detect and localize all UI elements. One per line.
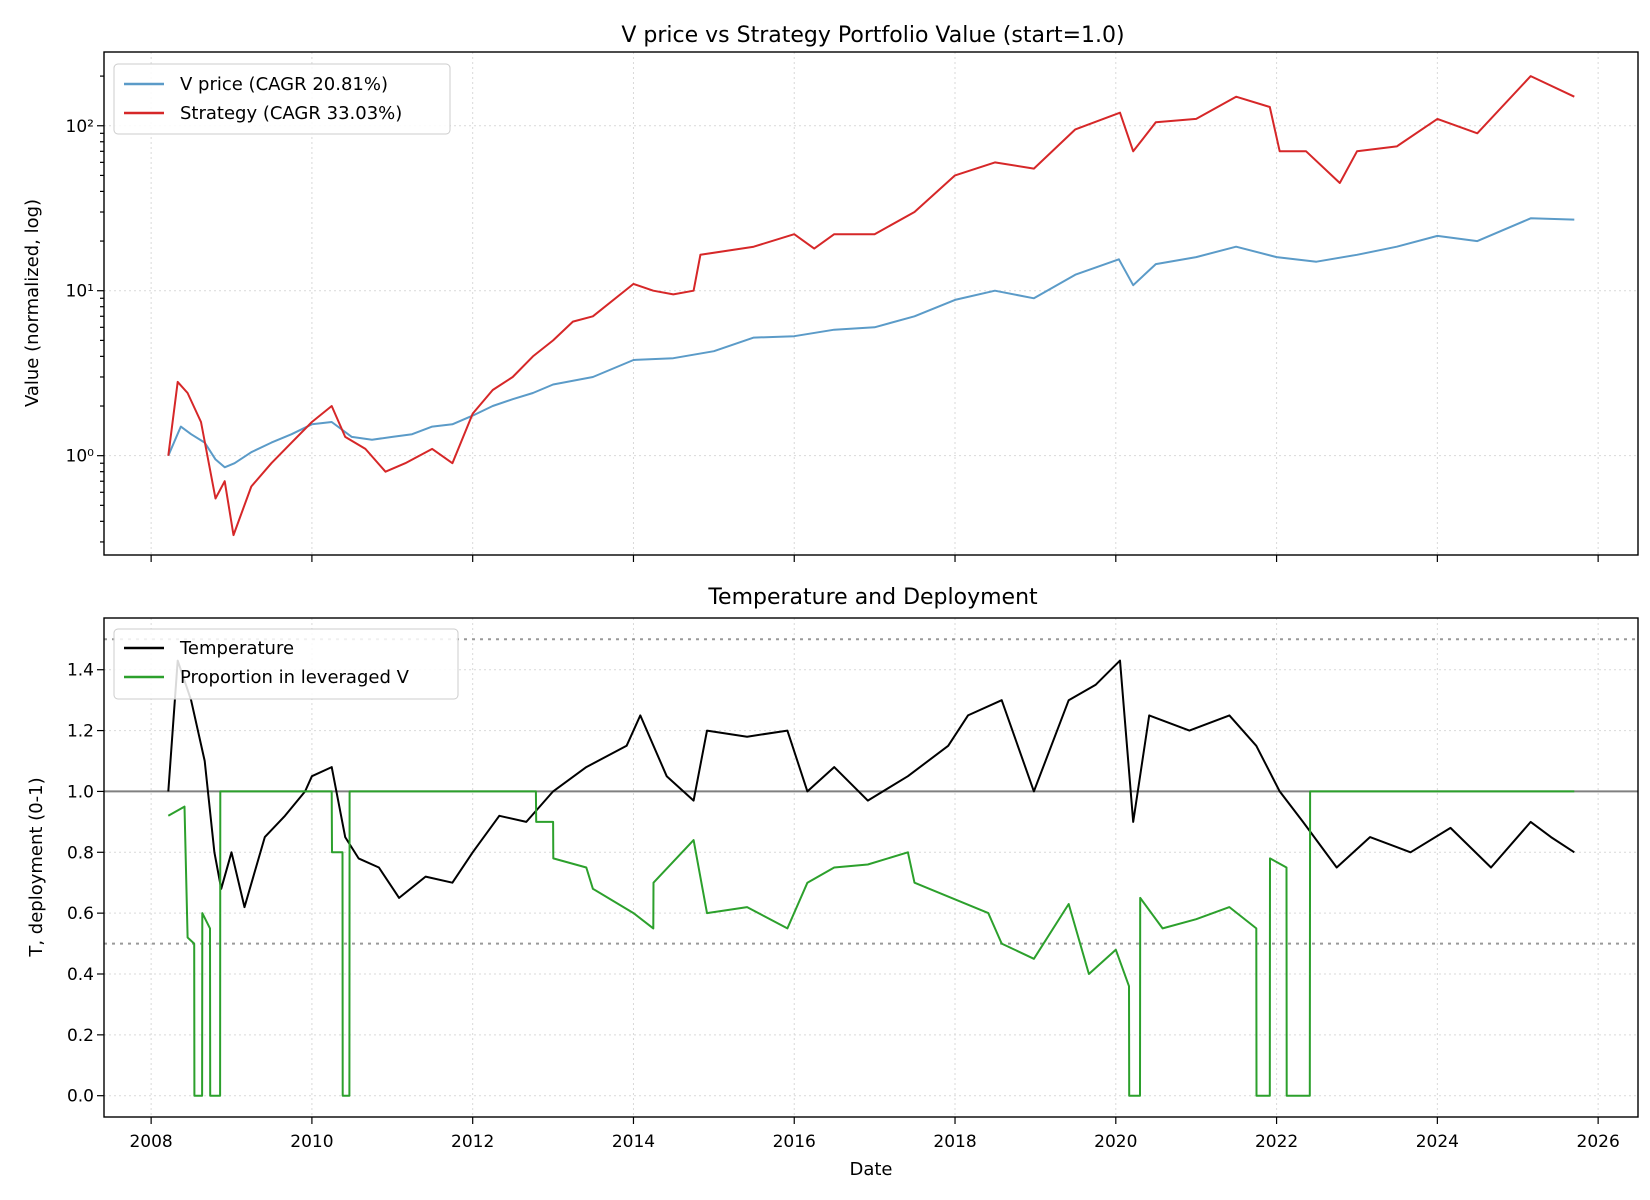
legend-label: V price (CAGR 20.81%) <box>180 74 388 95</box>
top-legend-box <box>113 63 451 135</box>
bottom-legend-box <box>113 628 459 700</box>
top-plot-frame <box>103 51 1639 556</box>
bottom-legend: Temperature Proportion in leveraged V <box>113 628 459 700</box>
top-grid <box>104 52 1638 555</box>
bottom-y-tick-label: 0.0 <box>67 1087 94 1107</box>
bottom-series-group <box>167 659 1575 1097</box>
bottom-x-tick-label: 2014 <box>612 1132 655 1152</box>
strategy-line <box>167 75 1575 537</box>
bottom-x-tick-label: 2008 <box>129 1132 172 1152</box>
legend-label: Temperature <box>179 638 294 659</box>
top-y-tick-label: 10⁰ <box>66 447 95 467</box>
top-y-tick-label: 10¹ <box>66 282 94 302</box>
bottom-x-tick-label: 2024 <box>1416 1132 1459 1152</box>
top-y-axis-label: Value (normalized, log) <box>22 199 43 407</box>
bottom-x-axis-label: Date <box>849 1159 892 1180</box>
legend-label: Strategy (CAGR 33.03%) <box>180 103 402 124</box>
deployment-line <box>167 790 1575 1097</box>
bottom-x-tick-label: 2022 <box>1255 1132 1298 1152</box>
bottom-y-tick-label: 0.6 <box>67 904 94 924</box>
bottom-x-ticks: 2008 2010 2012 2014 2016 2018 2020 2022 2024 2026 <box>129 1117 1620 1152</box>
bottom-x-tick-label: 2012 <box>451 1132 494 1152</box>
legend-label: Proportion in leveraged V <box>180 667 410 688</box>
bottom-x-tick-label: 2020 <box>1094 1132 1137 1152</box>
top-chart-title: V price vs Strategy Portfolio Value (sta… <box>621 23 1124 48</box>
bottom-y-tick-label: 0.4 <box>67 965 94 985</box>
bottom-y-ticks: 0.0 0.2 0.4 0.6 0.8 1.0 1.2 1.4 <box>67 661 104 1107</box>
bottom-y-tick-label: 0.8 <box>67 843 94 863</box>
bottom-x-tick-label: 2010 <box>290 1132 333 1152</box>
bottom-x-tick-label: 2018 <box>933 1132 976 1152</box>
bottom-plot-frame <box>103 617 1639 1118</box>
temperature-line <box>167 659 1575 909</box>
bottom-x-tick-label: 2026 <box>1577 1132 1620 1152</box>
bottom-panel: Temperature and Deployment 0.00.20.40.60… <box>26 585 1639 1180</box>
bottom-y-axis-label: T, deployment (0-1) <box>26 777 47 957</box>
bottom-y-tick-label: 0.2 <box>67 1026 94 1046</box>
v-price-line <box>167 217 1575 469</box>
bottom-chart-title: Temperature and Deployment <box>707 585 1038 610</box>
top-series-group <box>167 75 1575 537</box>
top-x-ticks <box>150 555 1599 562</box>
top-legend: V price (CAGR 20.81%) Strategy (CAGR 33.0… <box>113 63 451 135</box>
bottom-y-tick-label: 1.0 <box>67 782 94 802</box>
top-y-ticks: 10⁰ 10¹ 10² <box>66 75 104 543</box>
top-panel: V price vs Strategy Portfolio Value (sta… <box>22 23 1639 562</box>
top-y-tick-label: 10² <box>66 117 94 137</box>
bottom-x-tick-label: 2016 <box>773 1132 816 1152</box>
bottom-y-tick-label: 1.4 <box>67 661 94 681</box>
bottom-y-tick-label: 1.2 <box>67 722 94 742</box>
